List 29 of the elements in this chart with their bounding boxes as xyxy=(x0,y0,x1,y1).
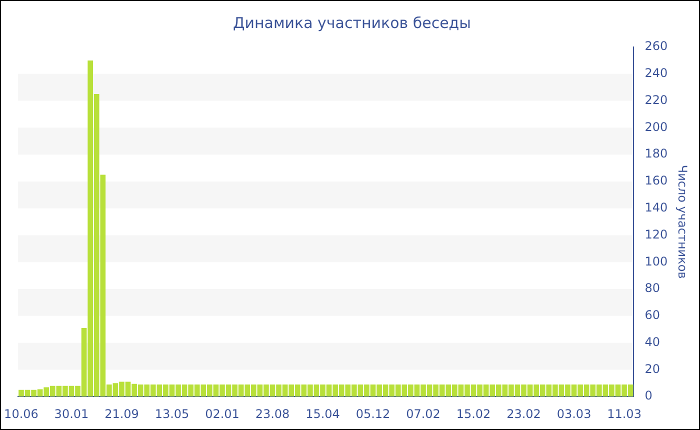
y-tick-label: 220 xyxy=(644,92,668,107)
x-tick-label: 23.02 xyxy=(506,406,541,421)
y-tick-label: 120 xyxy=(644,227,668,242)
x-tick-label: 13.05 xyxy=(154,406,190,421)
y-tick-label: 260 xyxy=(644,39,668,54)
y-tick-label: 200 xyxy=(644,120,668,134)
y-axis-title: Число участников xyxy=(676,164,690,279)
x-tick-label: 21.09 xyxy=(104,406,139,421)
x-tick-label: 10.06 xyxy=(4,406,38,421)
x-tick-label: 02.01 xyxy=(205,406,240,421)
chart-title: Динамика участников беседы xyxy=(232,14,472,32)
x-tick-label: 23.08 xyxy=(255,406,290,421)
x-tick-label: 30.01 xyxy=(54,406,89,421)
y-tick-label: 0 xyxy=(644,388,652,403)
x-tick-label: 15.04 xyxy=(306,406,340,421)
x-tick-label: 15.02 xyxy=(456,406,491,421)
y-tick-label: 20 xyxy=(644,362,660,376)
x-tick-label: 07.02 xyxy=(406,406,440,421)
y-tick-label: 80 xyxy=(644,281,660,296)
y-tick-label: 60 xyxy=(644,308,660,322)
y-tick-label: 160 xyxy=(644,174,668,188)
y-tick-label: 40 xyxy=(644,334,660,349)
x-tick-label: 03.03 xyxy=(556,406,592,421)
x-tick-label: 11.03 xyxy=(607,406,642,421)
y-tick-label: 100 xyxy=(644,254,668,268)
y-tick-label: 140 xyxy=(644,200,668,214)
x-tick-label: 05.12 xyxy=(356,406,390,421)
y-tick-label: 240 xyxy=(644,66,668,80)
y-tick-label: 180 xyxy=(644,146,668,161)
